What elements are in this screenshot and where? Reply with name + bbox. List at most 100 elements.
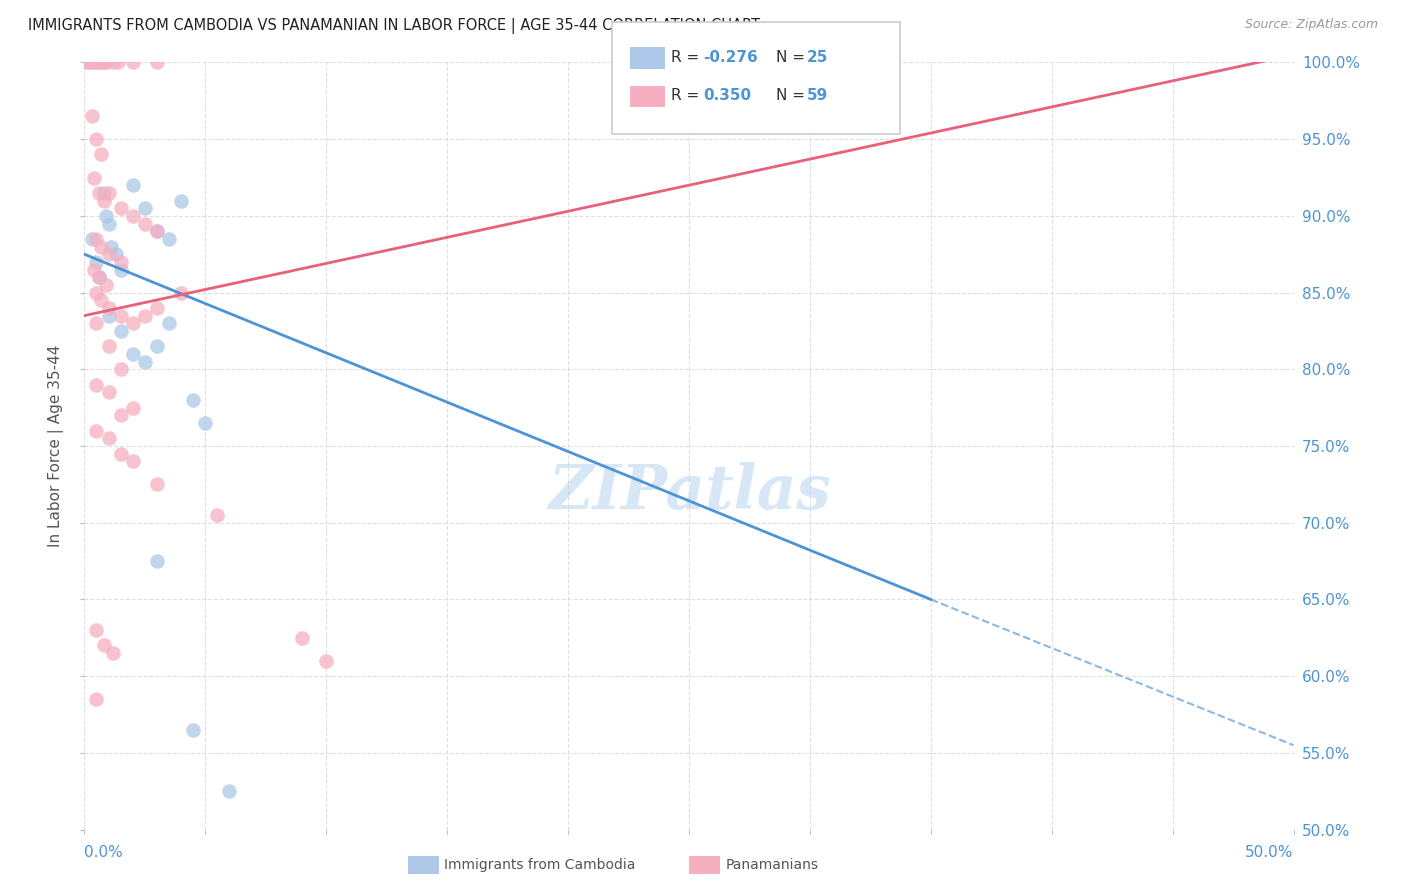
Point — [97, 217, 120, 231]
Text: R =: R = — [671, 88, 704, 103]
Point — [134, 217, 156, 231]
Point — [77, 55, 100, 70]
Point — [97, 385, 120, 400]
Point — [83, 170, 105, 185]
Point — [86, 132, 108, 146]
Text: IMMIGRANTS FROM CAMBODIA VS PANAMANIAN IN LABOR FORCE | AGE 35-44 CORRELATION CH: IMMIGRANTS FROM CAMBODIA VS PANAMANIAN I… — [28, 18, 761, 34]
Point — [94, 277, 117, 292]
Point — [218, 784, 240, 798]
Point — [87, 270, 110, 285]
Text: N =: N = — [776, 50, 810, 64]
Point — [87, 186, 110, 200]
Point — [146, 554, 169, 568]
Point — [110, 201, 132, 215]
Point — [103, 646, 125, 660]
Point — [121, 401, 143, 415]
Text: N =: N = — [776, 88, 810, 103]
Text: ZIPatlas: ZIPatlas — [547, 462, 831, 522]
Point — [93, 186, 115, 200]
Y-axis label: In Labor Force | Age 35-44: In Labor Force | Age 35-44 — [48, 345, 65, 547]
Point — [194, 416, 217, 430]
Point — [90, 147, 112, 161]
Point — [181, 723, 204, 737]
Point — [110, 409, 132, 423]
Point — [83, 55, 105, 70]
Text: Panamanians: Panamanians — [725, 858, 818, 872]
Point — [110, 262, 132, 277]
Text: R =: R = — [671, 50, 704, 64]
Point — [97, 247, 120, 261]
Point — [80, 55, 103, 70]
Point — [157, 232, 180, 246]
Point — [157, 316, 180, 330]
Point — [121, 316, 143, 330]
Point — [93, 55, 115, 70]
Point — [146, 224, 169, 238]
Point — [87, 55, 110, 70]
Point — [90, 55, 112, 70]
Point — [181, 392, 204, 407]
Point — [97, 301, 120, 315]
Point — [93, 194, 115, 208]
Text: 50.0%: 50.0% — [1246, 845, 1294, 860]
Point — [110, 309, 132, 323]
Point — [97, 186, 120, 200]
Point — [110, 362, 132, 376]
Point — [86, 55, 108, 70]
Point — [86, 285, 108, 300]
Point — [291, 631, 314, 645]
Point — [146, 339, 169, 353]
Point — [86, 255, 108, 269]
Point — [170, 285, 193, 300]
Point — [315, 654, 337, 668]
Point — [207, 508, 229, 522]
Point — [80, 109, 103, 123]
Point — [121, 347, 143, 361]
Point — [170, 194, 193, 208]
Text: 59: 59 — [807, 88, 828, 103]
Point — [100, 239, 122, 253]
Point — [146, 477, 169, 491]
Point — [80, 232, 103, 246]
Point — [94, 209, 117, 223]
Point — [86, 232, 108, 246]
Point — [86, 316, 108, 330]
Point — [97, 339, 120, 353]
Point — [134, 354, 156, 368]
Point — [134, 309, 156, 323]
Point — [121, 178, 143, 193]
Text: 0.0%: 0.0% — [84, 845, 124, 860]
Point — [86, 692, 108, 706]
Point — [110, 324, 132, 338]
Text: -0.276: -0.276 — [703, 50, 758, 64]
Point — [97, 431, 120, 445]
Point — [87, 270, 110, 285]
Point — [121, 209, 143, 223]
Point — [90, 239, 112, 253]
Point — [146, 224, 169, 238]
Point — [86, 424, 108, 438]
Point — [134, 201, 156, 215]
Text: Source: ZipAtlas.com: Source: ZipAtlas.com — [1244, 18, 1378, 31]
Point — [110, 255, 132, 269]
Point — [121, 55, 143, 70]
Point — [90, 293, 112, 308]
Point — [97, 309, 120, 323]
Point — [104, 247, 127, 261]
Point — [94, 55, 117, 70]
Text: 25: 25 — [807, 50, 828, 64]
Point — [110, 447, 132, 461]
Point — [86, 377, 108, 392]
Point — [83, 262, 105, 277]
Point — [146, 55, 169, 70]
Point — [86, 623, 108, 637]
Text: Immigrants from Cambodia: Immigrants from Cambodia — [444, 858, 636, 872]
Text: 0.350: 0.350 — [703, 88, 751, 103]
Point — [678, 55, 700, 70]
Point — [103, 55, 125, 70]
Point — [93, 639, 115, 653]
Point — [76, 55, 98, 70]
Point — [121, 454, 143, 468]
Point — [107, 55, 129, 70]
Point — [146, 301, 169, 315]
